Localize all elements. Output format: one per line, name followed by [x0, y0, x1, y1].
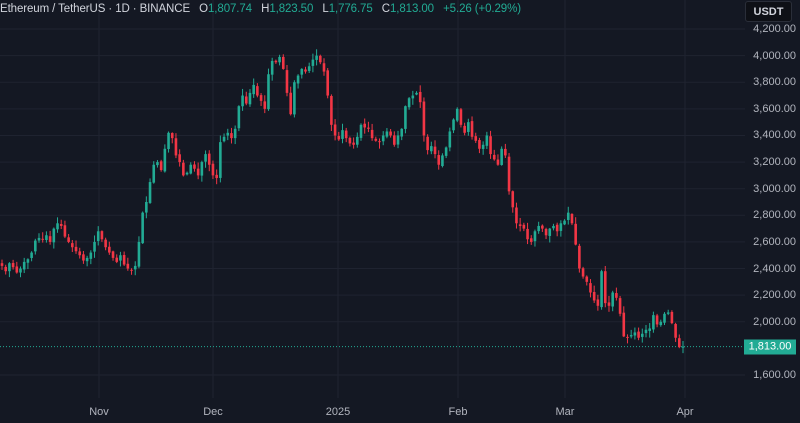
change-value: +5.26 (+0.29%) — [443, 3, 521, 15]
open-label: O — [199, 3, 209, 15]
price-tick-label: 3,600.00 — [753, 102, 796, 115]
price-tick-label: 3,200.00 — [753, 156, 796, 169]
price-tick-label: 2,800.00 — [753, 209, 796, 222]
price-tick-label: 1,600.00 — [753, 369, 796, 381]
close-label: C — [381, 3, 390, 15]
price-tick-label: 4,000.00 — [753, 49, 796, 62]
close-value: 1,813.00 — [389, 3, 434, 15]
grid-lines — [0, 0, 745, 398]
time-tick-label: Feb — [448, 406, 468, 418]
time-tick-label: Mar — [555, 406, 575, 418]
time-tick-label: 2025 — [325, 406, 351, 418]
time-tick-label: Apr — [676, 406, 694, 418]
price-tick-label: 2,600.00 — [753, 235, 796, 248]
price-tick-label: 2,000.00 — [753, 315, 796, 328]
price-tick-label: 4,200.00 — [753, 23, 796, 35]
price-tick-label: 3,800.00 — [753, 76, 796, 89]
price-tick-label: 3,400.00 — [753, 129, 796, 142]
symbol-title[interactable]: Ethereum / TetherUS · 1D · BINANCE — [0, 3, 191, 15]
price-tick-label: 3,000.00 — [753, 182, 796, 195]
low-value: 1,776.75 — [328, 3, 373, 15]
low-label: L — [322, 3, 329, 15]
high-label: H — [261, 3, 270, 15]
last-price-badge: 1,813.00 — [744, 339, 796, 355]
time-tick-label: Nov — [89, 406, 109, 418]
price-tick-label: 2,200.00 — [753, 289, 796, 302]
currency-button[interactable]: USDT — [745, 1, 792, 22]
ohlc-legend: Ethereum / TetherUS · 1D · BINANCE O1,80… — [0, 3, 521, 15]
candlestick-series — [0, 49, 685, 354]
open-value: 1,807.74 — [208, 3, 252, 15]
high-value: 1,823.50 — [269, 3, 314, 15]
price-tick-label: 2,400.00 — [753, 262, 796, 275]
time-tick-label: Dec — [203, 406, 223, 418]
